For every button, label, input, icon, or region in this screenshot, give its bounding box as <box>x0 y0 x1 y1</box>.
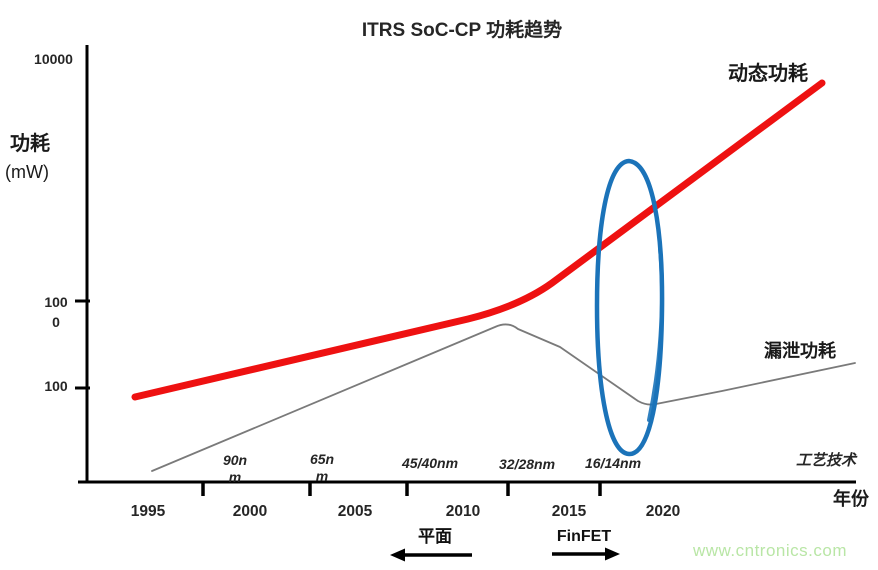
highlight-ellipse-tail <box>647 246 664 422</box>
year-label-2020: 2020 <box>645 503 681 520</box>
year-label-2005: 2005 <box>337 503 373 520</box>
finfet-arrow <box>552 547 620 561</box>
y-tick-label-1000: 100 0 <box>44 294 68 330</box>
planar-arrow <box>390 548 472 562</box>
finfet-era-label: FinFET <box>556 528 612 545</box>
x-ticks <box>201 483 602 496</box>
finfet-arrowhead-icon <box>605 547 620 561</box>
year-label-2015: 2015 <box>551 503 587 520</box>
planar-era-label: 平面 <box>418 527 452 546</box>
y-tick-label-100: 100 <box>44 378 68 394</box>
year-label-2000: 2000 <box>232 503 268 520</box>
process-axis-title: 工艺技术 <box>796 452 857 469</box>
process-node-45-40nm: 45/40nm <box>401 455 459 471</box>
dynamic-power-line <box>131 79 826 401</box>
highlight-ellipse <box>594 158 665 457</box>
y-axis-title: 功耗 <box>10 133 50 155</box>
x-axis-title: 年份 <box>833 489 869 509</box>
process-node-90nm: 90n m <box>222 452 248 485</box>
y-tick-label-10000: 10000 <box>34 51 73 67</box>
chart-title: ITRS SoC-CP 功耗趋势 <box>361 20 563 41</box>
process-node-16-14nm: 16/14nm <box>584 455 642 471</box>
dynamic-power-label: 动态功耗 <box>728 63 808 85</box>
process-node-32-28nm: 32/28nm <box>498 456 556 472</box>
year-label-1995: 1995 <box>130 503 166 520</box>
process-node-65nm: 65n m <box>309 451 335 484</box>
planar-arrowhead-icon <box>390 548 405 562</box>
watermark: www.cntronics.com <box>693 541 847 560</box>
y-axis-unit: (mW) <box>5 162 49 182</box>
leakage-power-line <box>151 323 856 472</box>
leakage-power-label: 漏泄功耗 <box>764 341 836 361</box>
year-label-2010: 2010 <box>445 503 481 520</box>
